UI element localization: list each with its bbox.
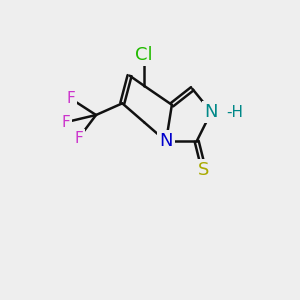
- Text: F: F: [61, 115, 70, 130]
- Text: F: F: [67, 92, 76, 106]
- Text: Cl: Cl: [135, 46, 153, 64]
- Text: S: S: [198, 161, 210, 179]
- Text: -H: -H: [226, 105, 243, 120]
- Text: F: F: [74, 131, 83, 146]
- Text: N: N: [159, 132, 173, 150]
- Text: N: N: [205, 103, 218, 121]
